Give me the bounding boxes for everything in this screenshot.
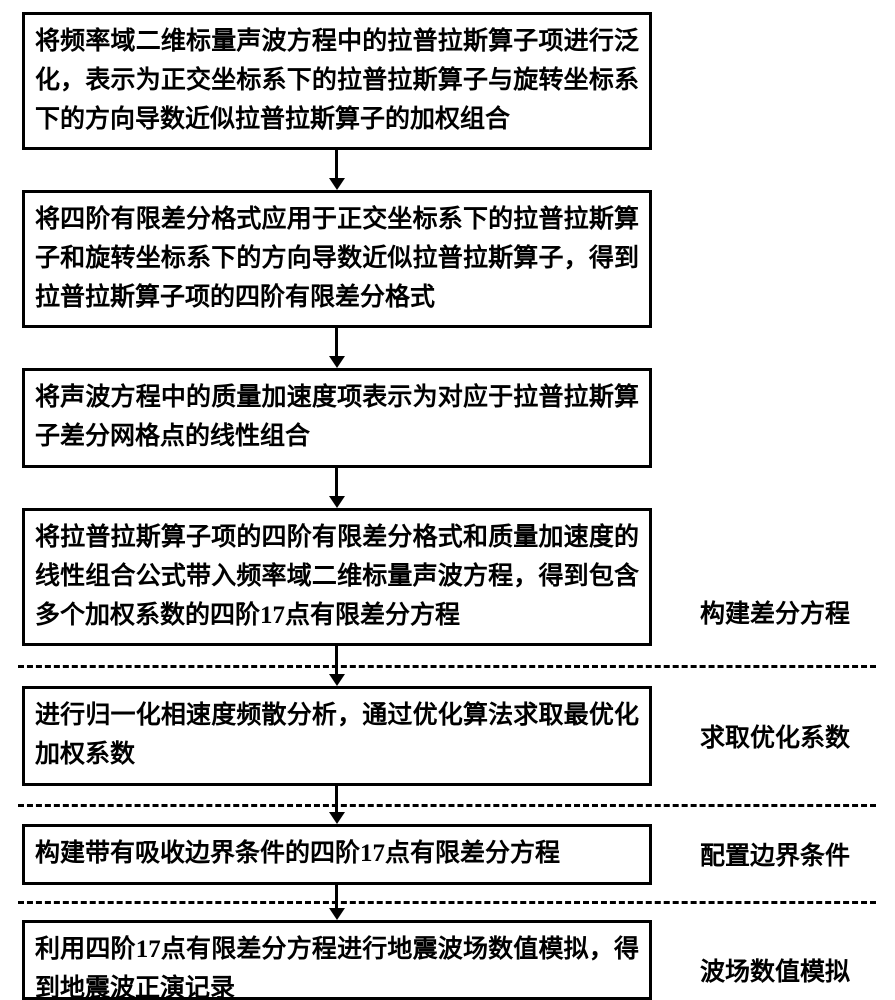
dashed-separator-1 (18, 665, 876, 668)
step-text-6: 构建带有吸收边界条件的四阶17点有限差分方程 (35, 840, 560, 867)
arrow-head-icon (329, 178, 345, 190)
step-text-4: 将拉普拉斯算子项的四阶有限差分格式和质量加速度的线性组合公式带入频率域二维标量声… (35, 524, 639, 629)
phase-label-text-3: 配置边界条件 (700, 843, 850, 870)
step-box-2: 将四阶有限差分格式应用于正交坐标系下的拉普拉斯算子和旋转坐标系下的方向导数近似拉… (22, 190, 652, 328)
phase-label-text-4: 波场数值模拟 (700, 959, 850, 986)
arrow-head-icon (329, 674, 345, 686)
phase-label-2: 求取优化系数 (700, 718, 850, 754)
step-text-2: 将四阶有限差分格式应用于正交坐标系下的拉普拉斯算子和旋转坐标系下的方向导数近似拉… (35, 206, 639, 311)
arrow-head-icon (329, 496, 345, 508)
step-text-3: 将声波方程中的质量加速度项表示为对应于拉普拉斯算子差分网格点的线性组合 (35, 384, 639, 450)
step-box-7: 利用四阶17点有限差分方程进行地震波场数值模拟，得到地震波正演记录 (22, 920, 652, 1000)
arrow-line (335, 326, 338, 356)
step-text-7: 利用四阶17点有限差分方程进行地震波场数值模拟，得到地震波正演记录 (35, 936, 639, 1000)
phase-label-1: 构建差分方程 (700, 594, 850, 630)
phase-label-text-1: 构建差分方程 (700, 601, 850, 628)
dashed-separator-2 (18, 804, 876, 807)
step-box-1: 将频率域二维标量声波方程中的拉普拉斯算子项进行泛化，表示为正交坐标系下的拉普拉斯… (22, 12, 652, 150)
step-text-5: 进行归一化相速度频散分析，通过优化算法求取最优化加权系数 (35, 702, 639, 768)
arrow-line (335, 644, 338, 674)
arrow-line (335, 148, 338, 178)
arrow-line (335, 466, 338, 496)
phase-label-text-2: 求取优化系数 (700, 725, 850, 752)
step-box-3: 将声波方程中的质量加速度项表示为对应于拉普拉斯算子差分网格点的线性组合 (22, 368, 652, 468)
step-box-5: 进行归一化相速度频散分析，通过优化算法求取最优化加权系数 (22, 686, 652, 786)
dashed-separator-3 (18, 901, 876, 904)
flowchart-container: 将频率域二维标量声波方程中的拉普拉斯算子项进行泛化，表示为正交坐标系下的拉普拉斯… (0, 0, 895, 1000)
arrow-head-icon (329, 812, 345, 824)
step-box-4: 将拉普拉斯算子项的四阶有限差分格式和质量加速度的线性组合公式带入频率域二维标量声… (22, 508, 652, 646)
step-text-1: 将频率域二维标量声波方程中的拉普拉斯算子项进行泛化，表示为正交坐标系下的拉普拉斯… (35, 28, 639, 133)
step-box-6: 构建带有吸收边界条件的四阶17点有限差分方程 (22, 824, 652, 885)
phase-label-3: 配置边界条件 (700, 836, 850, 872)
arrow-head-icon (329, 908, 345, 920)
arrow-head-icon (329, 356, 345, 368)
arrow-line (335, 882, 338, 908)
arrow-line (335, 784, 338, 812)
phase-label-4: 波场数值模拟 (700, 952, 850, 988)
